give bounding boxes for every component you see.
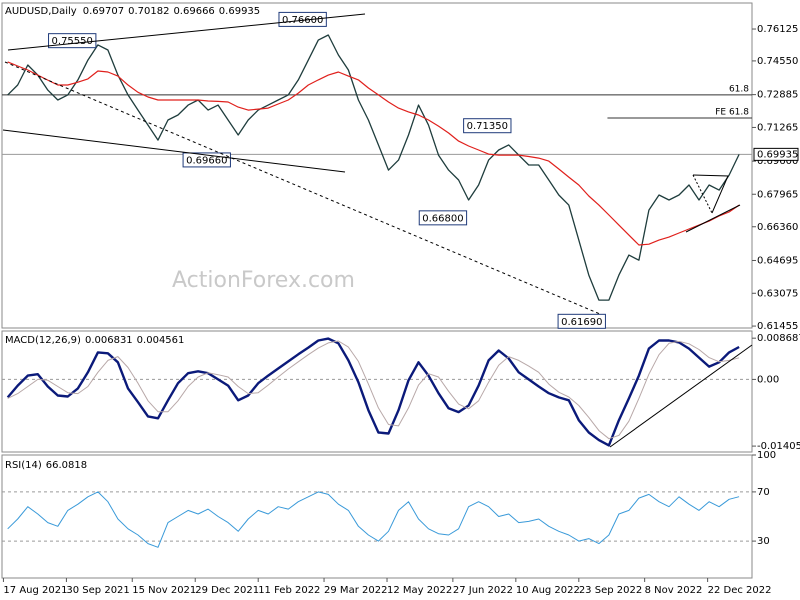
trend-line (2, 129, 346, 173)
indicator-name: RSI(14) (5, 460, 42, 471)
close: 0.69935 (219, 6, 260, 17)
x-tick-label: 10 Aug 2022 (516, 585, 580, 596)
y-tick-label: -0.014056 (757, 441, 800, 452)
y-tick-label: 0.63075 (757, 288, 798, 299)
x-tick-label: 12 May 2022 (387, 585, 452, 596)
x-tick-label: 11 Feb 2022 (258, 585, 320, 596)
y-tick-label: 0.69600 (757, 156, 798, 167)
x-tick-label: 27 Jun 2022 (453, 585, 513, 596)
y-tick-label: 0.00 (757, 374, 779, 385)
rsi-panel (1, 454, 753, 579)
price-label: 0.66800 (422, 213, 463, 224)
current-price-label: 0.69935 (757, 149, 798, 160)
y-tick-label: 0.74550 (757, 56, 798, 67)
trend-line (7, 13, 366, 51)
y-tick-label: 0.72885 (757, 90, 798, 101)
high: 0.70182 (128, 6, 169, 17)
price-label: 0.69660 (186, 155, 227, 166)
fib-level-label: 61.8 (729, 84, 749, 94)
y-tick-label: 100 (757, 450, 776, 461)
trend-line (609, 344, 753, 448)
price-label: 0.71350 (467, 121, 508, 132)
price-label-box (463, 118, 512, 134)
y-tick-label: 0.71265 (757, 122, 798, 133)
y-tick-label: 0.008687 (757, 333, 800, 344)
y-tick-label: 0.67965 (757, 189, 798, 200)
macd-header: MACD(12,26,9) 0.006831 0.004561 (5, 335, 184, 346)
series-line (7, 34, 740, 301)
price-label-box (278, 11, 327, 27)
open: 0.69707 (83, 6, 124, 17)
x-tick-label: 22 Dec 2022 (708, 585, 772, 596)
y-tick-label: 0.76125 (757, 24, 798, 35)
price-label: 0.75550 (52, 36, 93, 47)
x-tick-label: 17 Aug 2021 (3, 585, 67, 596)
x-tick-label: 29 Mar 2022 (324, 585, 387, 596)
macd-value: 0.006831 (85, 335, 133, 346)
series-line (7, 340, 740, 440)
rsi-header: RSI(14) 66.0818 (5, 460, 87, 471)
x-tick-label: 30 Sep 2021 (66, 585, 129, 596)
plot-layer: 0.76125 0.74550 0.72885 0.71265 0.69600 0.679… (2, 11, 800, 596)
trend-line (692, 174, 713, 214)
indicator-name: MACD(12,26,9) (5, 335, 81, 346)
symbol: AUDUSD,Daily (5, 6, 77, 17)
y-tick-label: 30 (757, 536, 770, 547)
series-line (6, 337, 740, 447)
price-header: AUDUSD,Daily 0.69707 0.70182 0.69666 0.69935 (5, 6, 260, 17)
trend-line (692, 174, 729, 214)
x-tick-label: 15 Nov 2021 (132, 585, 196, 596)
series-line (7, 491, 740, 548)
price-label-box (557, 313, 606, 329)
signal-value: 0.004561 (137, 335, 185, 346)
current-price-tag (753, 147, 799, 161)
y-tick-label: 0.66360 (757, 222, 798, 233)
y-tick-label: 0.64695 (757, 255, 798, 266)
watermark: ActionForex.com (172, 268, 355, 293)
price-panel (1, 2, 753, 329)
y-tick-label: 70 (757, 487, 770, 498)
series-line (7, 61, 740, 246)
x-tick-label: 29 Dec 2021 (195, 585, 259, 596)
x-tick-label: 23 Sep 2022 (579, 585, 642, 596)
fib-level-label: FE 61.8 (715, 108, 749, 118)
macd-panel (1, 330, 753, 453)
trend-line (685, 204, 741, 233)
price-label: 0.61690 (561, 317, 602, 328)
y-tick-label: 0.61455 (757, 321, 798, 332)
price-label-box (418, 210, 468, 226)
x-tick-label: 8 Nov 2022 (645, 585, 703, 596)
low: 0.69666 (173, 6, 214, 17)
rsi-value: 66.0818 (46, 460, 87, 471)
